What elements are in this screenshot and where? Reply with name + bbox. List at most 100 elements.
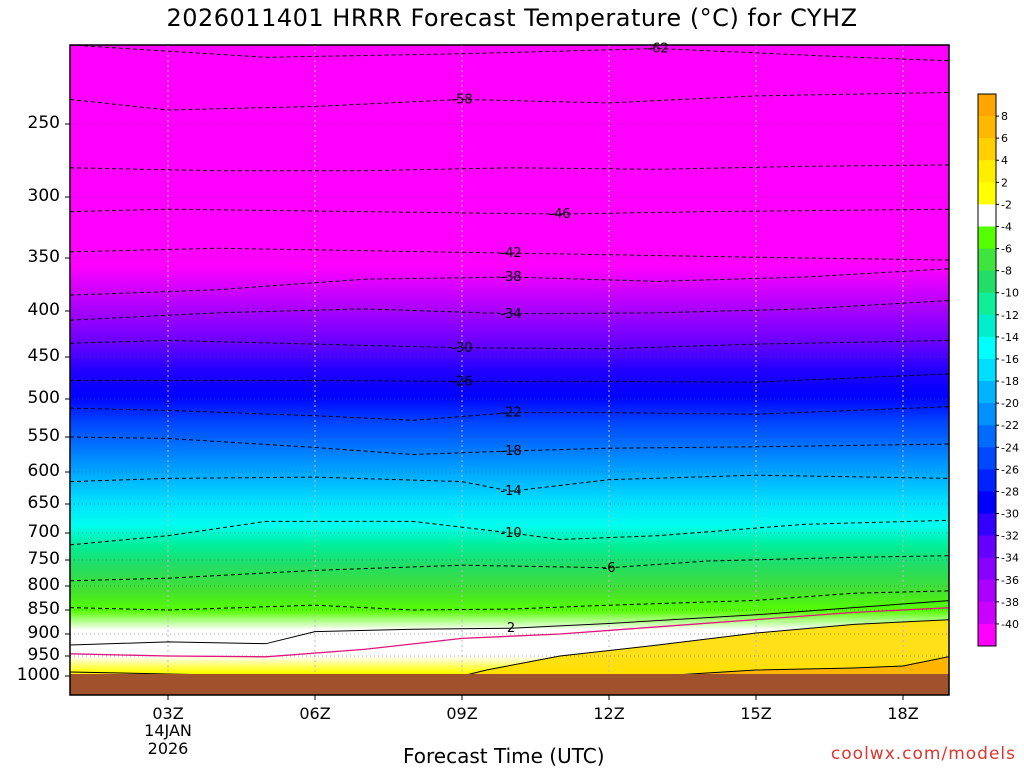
colorbar-label: -40 — [1001, 618, 1019, 631]
y-tick-label: 300 — [27, 186, 60, 206]
contour-label: 2 — [507, 621, 515, 636]
y-tick-label: 950 — [27, 645, 60, 665]
y-tick-label: 900 — [27, 623, 60, 643]
contour-line — [70, 339, 949, 350]
contour-label: -30 — [451, 341, 472, 356]
colorbar-swatch — [978, 557, 996, 581]
plot-frame — [69, 44, 950, 696]
colorbar-swatch — [978, 182, 996, 205]
y-tick-label: 650 — [27, 493, 60, 513]
colorbar-swatch — [978, 491, 996, 515]
x-tick-label: 06Z — [299, 704, 331, 723]
colorbar-label: -6 — [1001, 243, 1012, 256]
x-axis-title: Forecast Time (UTC) — [403, 744, 605, 768]
contour-label: -22 — [500, 406, 521, 421]
colorbar-swatch — [978, 623, 996, 647]
colorbar-swatch — [978, 226, 996, 250]
contour-line — [70, 247, 949, 261]
grid-lines — [70, 45, 949, 695]
colorbar-swatch — [978, 447, 996, 470]
colorbar-swatch — [978, 204, 996, 227]
contour-line — [70, 474, 949, 492]
colorbar: 8 6 4 2 -2 -4 -6 -8 -10 -12 -14 -16 -18 -20 -22 -24 -26 -… — [977, 93, 1019, 647]
y-tick-label: 350 — [27, 247, 60, 267]
colorbar-label: -20 — [1001, 397, 1019, 410]
contour-line — [70, 555, 949, 582]
colorbar-swatch — [978, 513, 996, 537]
contour-line — [70, 91, 949, 111]
colorbar-swatch — [978, 579, 996, 603]
y-tick-label: 700 — [27, 522, 60, 542]
colorbar-swatch — [978, 381, 996, 404]
contour-line — [657, 656, 949, 677]
credit-link[interactable]: coolwx.com/models — [830, 744, 1016, 764]
colorbar-label: -16 — [1001, 353, 1019, 366]
contour-label: -62 — [647, 42, 668, 57]
colorbar-swatch — [978, 116, 996, 139]
contour-label: -26 — [451, 374, 472, 389]
contour-label: -38 — [500, 270, 521, 285]
x-tick-label: 09Z — [446, 704, 478, 723]
colorbar-label: -26 — [1001, 463, 1019, 476]
colorbar-label: -4 — [1001, 220, 1012, 233]
contour-line — [70, 45, 949, 62]
colorbar-swatch — [978, 336, 996, 360]
temperature-bands — [70, 45, 949, 695]
colorbar-label: -12 — [1001, 309, 1019, 322]
colorbar-label: 2 — [1001, 176, 1008, 189]
colorbar-label: 8 — [1001, 110, 1008, 123]
colorbar-swatch — [978, 425, 996, 448]
y-tick-label: 800 — [27, 575, 60, 595]
contour-label: -10 — [500, 526, 521, 541]
contour-label: -14 — [500, 484, 521, 499]
colorbar-label: -30 — [1001, 508, 1019, 521]
contour-line — [70, 607, 949, 658]
colorbar-label: -28 — [1001, 485, 1019, 498]
y-tick-label: 250 — [27, 113, 60, 133]
colorbar-label: -24 — [1001, 441, 1019, 454]
contour-line — [70, 208, 949, 215]
contour-label: -58 — [451, 92, 472, 107]
colorbar-swatch — [978, 358, 996, 382]
y-tick-label: 450 — [27, 346, 60, 366]
colorbar-label: 6 — [1001, 132, 1008, 145]
x-tick-label: 03Z — [152, 704, 184, 723]
colorbar-swatch — [978, 160, 996, 183]
colorbar-swatch — [978, 535, 996, 559]
colorbar-swatch — [978, 314, 996, 338]
y-axis-ticks — [65, 123, 70, 677]
colorbar-label: -36 — [1001, 574, 1019, 587]
colorbar-swatch — [978, 138, 996, 161]
contour-label: -6 — [603, 561, 616, 576]
colorbar-label: -18 — [1001, 375, 1019, 388]
colorbar-label: -8 — [1001, 265, 1012, 278]
plot-fill — [70, 45, 949, 695]
contour-line — [70, 436, 949, 456]
y-tick-label: 750 — [27, 549, 60, 569]
x-tick-label: 18Z — [887, 704, 919, 723]
contour-label: -34 — [500, 307, 521, 322]
colorbar-swatch — [978, 292, 996, 316]
colorbar-swatch — [978, 403, 996, 426]
contour-line — [70, 268, 949, 296]
colorbar-swatch — [978, 469, 996, 492]
colorbar-frame — [977, 93, 997, 647]
colorbar-label: 4 — [1001, 154, 1008, 167]
colorbar-label: -2 — [1001, 198, 1012, 211]
date-label: 14JAN 2026 — [138, 722, 198, 758]
contour-label: -18 — [500, 444, 521, 459]
contour-line — [70, 600, 949, 646]
x-tick-label: 15Z — [740, 704, 772, 723]
colorbar-label: -32 — [1001, 530, 1019, 543]
contour-line — [70, 164, 949, 172]
y-tick-label: 550 — [27, 426, 60, 446]
contour-line — [70, 406, 949, 421]
colorbar-label: -38 — [1001, 596, 1019, 609]
date-day: 14JAN — [144, 721, 192, 740]
date-year: 2026 — [147, 739, 189, 758]
colorbar-swatch — [978, 601, 996, 625]
ground-surface — [70, 674, 949, 695]
contour-line — [70, 300, 949, 321]
colorbar-swatch — [978, 94, 996, 117]
